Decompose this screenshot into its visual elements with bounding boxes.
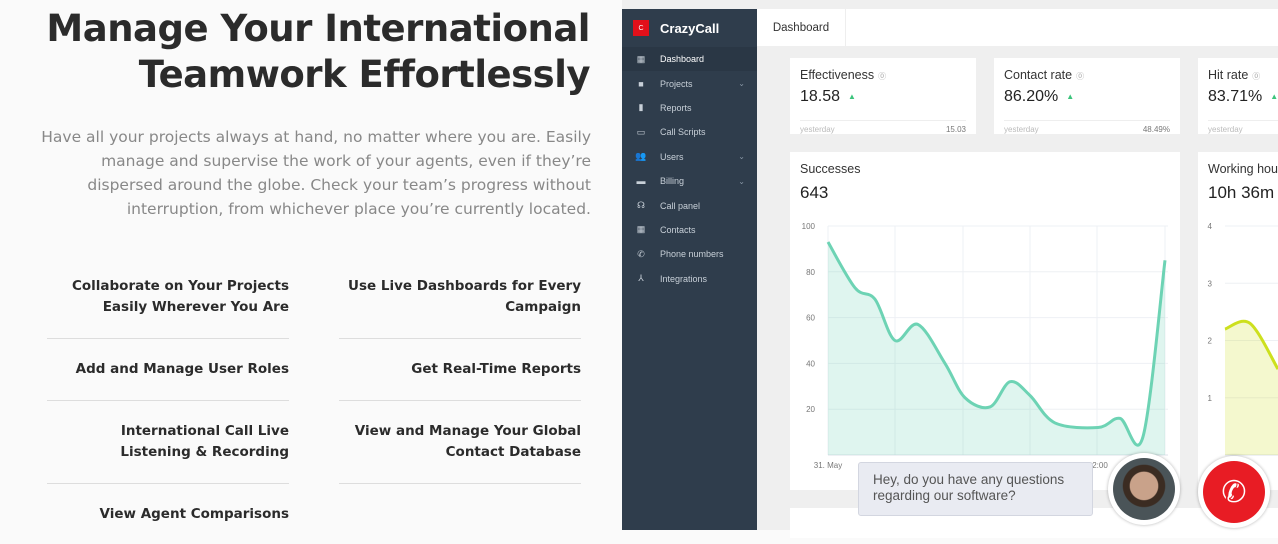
y-tick-label: 2	[1208, 337, 1213, 346]
y-tick-label: 20	[806, 405, 815, 414]
y-tick-label: 100	[802, 222, 816, 231]
y-tick-label: 1	[1208, 394, 1213, 403]
y-tick-label: 4	[1208, 222, 1213, 231]
agent-avatar[interactable]	[1108, 453, 1180, 525]
phone-call-icon: ✆	[1203, 461, 1265, 523]
agent-photo	[1113, 458, 1175, 520]
chat-bubble[interactable]: Hey, do you have any questions regarding…	[858, 462, 1093, 516]
y-tick-label: 40	[806, 359, 815, 368]
y-tick-label: 80	[806, 268, 815, 277]
series-area	[1225, 321, 1278, 455]
y-tick-label: 3	[1208, 279, 1213, 288]
x-tick-label: 31. May	[814, 461, 842, 470]
y-tick-label: 60	[806, 314, 815, 323]
charts: 20 40 60 80 100 31. May 2:00 1 2 3 4	[0, 0, 1278, 530]
series-area	[828, 242, 1165, 455]
x-tick-label: 2:00	[1092, 461, 1108, 470]
call-button[interactable]: ✆	[1198, 456, 1270, 528]
